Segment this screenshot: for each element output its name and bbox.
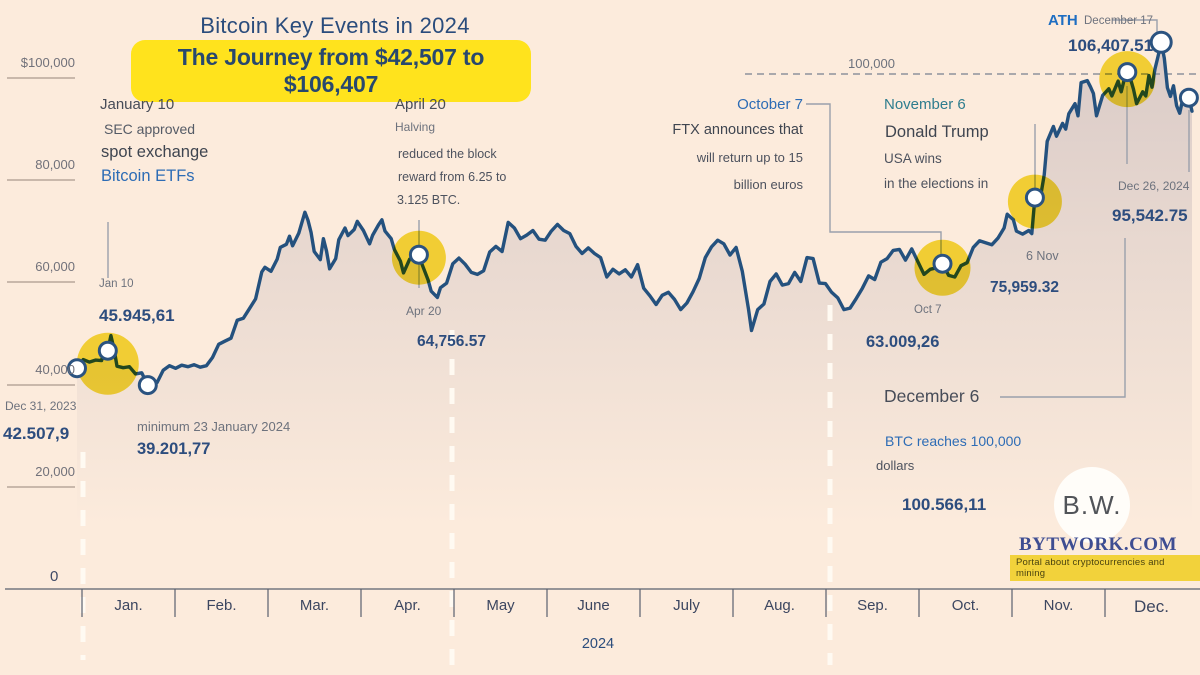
month-label-may: May bbox=[486, 597, 515, 614]
event-nov6: November 6 Donald Trump USA wins in the … bbox=[884, 96, 989, 191]
y-label-80k: 80,000 bbox=[35, 157, 75, 172]
event-apr20-sub: Halving bbox=[395, 120, 436, 134]
event-jan10-heading: January 10 bbox=[100, 96, 175, 113]
event-dec6-value: 100.566,11 bbox=[902, 495, 987, 514]
event-dec6-heading: December 6 bbox=[884, 386, 980, 406]
start-price-label: 42.507,9 bbox=[3, 424, 70, 443]
x-axis-ticks bbox=[81, 589, 1106, 617]
event-apr20: April 20 Halving reduced the block rewar… bbox=[395, 96, 506, 207]
event-jan10-line2: spot exchange bbox=[101, 143, 209, 161]
callout-jan10-date: Jan 10 bbox=[99, 278, 134, 290]
marker-oct7-ftx[interactable] bbox=[932, 253, 953, 274]
y-tick-20k bbox=[7, 486, 75, 488]
event-dec6-line2: dollars bbox=[876, 458, 915, 473]
callout-apr20-date: Apr 20 bbox=[406, 304, 442, 318]
price-line-layer bbox=[75, 40, 1194, 387]
price-line bbox=[75, 40, 1194, 387]
callout-min-value: 39.201,77 bbox=[137, 440, 211, 458]
month-label-july: July bbox=[673, 597, 700, 614]
connector-dec6-bracket bbox=[1000, 238, 1126, 398]
callout-jan10-value: 45.945,61 bbox=[99, 306, 175, 325]
callout-apr20-value: 64,756.57 bbox=[417, 333, 486, 350]
event-nov6-line2: USA wins bbox=[884, 151, 942, 166]
marker-dec31-2023[interactable] bbox=[67, 358, 87, 379]
month-label-aug: Aug. bbox=[764, 597, 795, 614]
marker-dec17-ath[interactable] bbox=[1149, 30, 1173, 54]
marker-nov6-election[interactable] bbox=[1024, 187, 1045, 208]
bytwork-logo: B.W. bbox=[1054, 467, 1130, 543]
marker-jan10-etf[interactable] bbox=[97, 340, 118, 361]
threshold-100k-label: 100,000 bbox=[848, 56, 895, 71]
ath-tag: ATH bbox=[1048, 12, 1078, 29]
event-apr20-line1: reduced the block bbox=[398, 147, 497, 161]
event-apr20-line2: reward from 6.25 to bbox=[398, 170, 507, 184]
event-oct7: October 7 FTX announces that will return… bbox=[668, 96, 803, 192]
y-label-60k: 60,000 bbox=[35, 259, 75, 274]
event-oct7-line1: FTX announces that bbox=[672, 122, 803, 138]
y-tick-60k bbox=[7, 281, 75, 283]
callout-oct7-value: 63.009,26 bbox=[866, 333, 940, 351]
event-jan10-line3: Bitcoin ETFs bbox=[101, 167, 195, 185]
marker-dec26[interactable] bbox=[1178, 87, 1199, 108]
callout-dec26-value: 95,542.75 bbox=[1112, 206, 1188, 225]
month-label-mar: Mar. bbox=[299, 597, 330, 614]
month-label-feb: Feb. bbox=[206, 597, 237, 614]
event-marker-layer bbox=[67, 30, 1199, 396]
month-label-oct: Oct. bbox=[951, 597, 980, 614]
bytwork-tagline-badge: Portal about cryptocurrencies and mining bbox=[1010, 555, 1200, 581]
y-label-0: 0 bbox=[50, 568, 59, 585]
marker-apr20-halving[interactable] bbox=[408, 244, 429, 265]
y-label-20k: 20,000 bbox=[35, 464, 75, 479]
callout-nov6-date: 6 Nov bbox=[1026, 249, 1059, 263]
event-oct7-heading: October 7 bbox=[737, 96, 803, 113]
event-nov6-line3: in the elections in bbox=[884, 176, 989, 191]
bytwork-site-link[interactable]: BYTWORK.COM bbox=[1018, 534, 1178, 555]
subtitle-highlight: The Journey from $42,507 to $106,407 bbox=[131, 40, 531, 102]
callout-min-label: minimum 23 January 2024 bbox=[137, 419, 291, 434]
month-label-nov: Nov. bbox=[1043, 597, 1074, 614]
event-jan10: January 10 SEC approved spot exchange Bi… bbox=[100, 96, 208, 186]
month-label-june: June bbox=[577, 597, 610, 614]
y-tick-80k bbox=[7, 179, 75, 181]
callout-nov6-value: 75,959.32 bbox=[990, 279, 1059, 296]
ath-date: December 17 bbox=[1084, 15, 1154, 27]
y-tick-40k bbox=[7, 384, 75, 386]
marker-jan23-min[interactable] bbox=[137, 375, 158, 396]
ath-value: 106,407.51 bbox=[1068, 36, 1154, 55]
y-label-100k: $100,000 bbox=[20, 55, 75, 70]
marker-dec6-100k[interactable] bbox=[1117, 62, 1138, 83]
event-oct7-line3: billion euros bbox=[733, 177, 803, 192]
y-tick-100k bbox=[7, 77, 75, 79]
subtitle-wrap: The Journey from $42,507 to $106,407 bbox=[131, 40, 531, 102]
connector-ath bbox=[1112, 19, 1158, 33]
event-apr20-line3: 3.125 BTC. bbox=[397, 193, 461, 207]
callout-dec26-date: Dec 26, 2024 bbox=[1118, 179, 1190, 193]
event-dec6-line1: BTC reaches 100,000 bbox=[885, 433, 1022, 449]
event-jan10-line1: SEC approved bbox=[104, 121, 196, 137]
start-date-label: Dec 31, 2023 bbox=[5, 399, 77, 413]
event-apr20-heading: April 20 bbox=[395, 96, 446, 113]
event-nov6-line1: Donald Trump bbox=[885, 123, 989, 141]
event-dec6: December 6 BTC reaches 100,000 dollars 1… bbox=[876, 386, 1022, 515]
price-area-fill bbox=[77, 42, 1192, 556]
month-label-jan: Jan. bbox=[114, 597, 143, 614]
white-dashed-guides bbox=[80, 305, 833, 665]
y-label-40k: 40,000 bbox=[35, 362, 75, 377]
month-label-dec: Dec. bbox=[1134, 597, 1169, 616]
page-title: Bitcoin Key Events in 2024 bbox=[200, 13, 470, 38]
year-label: 2024 bbox=[581, 636, 615, 652]
callout-oct7-date: Oct 7 bbox=[914, 304, 942, 316]
event-nov6-heading: November 6 bbox=[884, 96, 966, 113]
highlight-circle-jan10-etf bbox=[76, 332, 139, 395]
event-oct7-line2: will return up to 15 bbox=[696, 150, 803, 165]
area-fill-layer bbox=[77, 42, 1192, 556]
month-label-apr: Apr. bbox=[394, 597, 421, 614]
month-label-sep: Sep. bbox=[857, 597, 888, 614]
